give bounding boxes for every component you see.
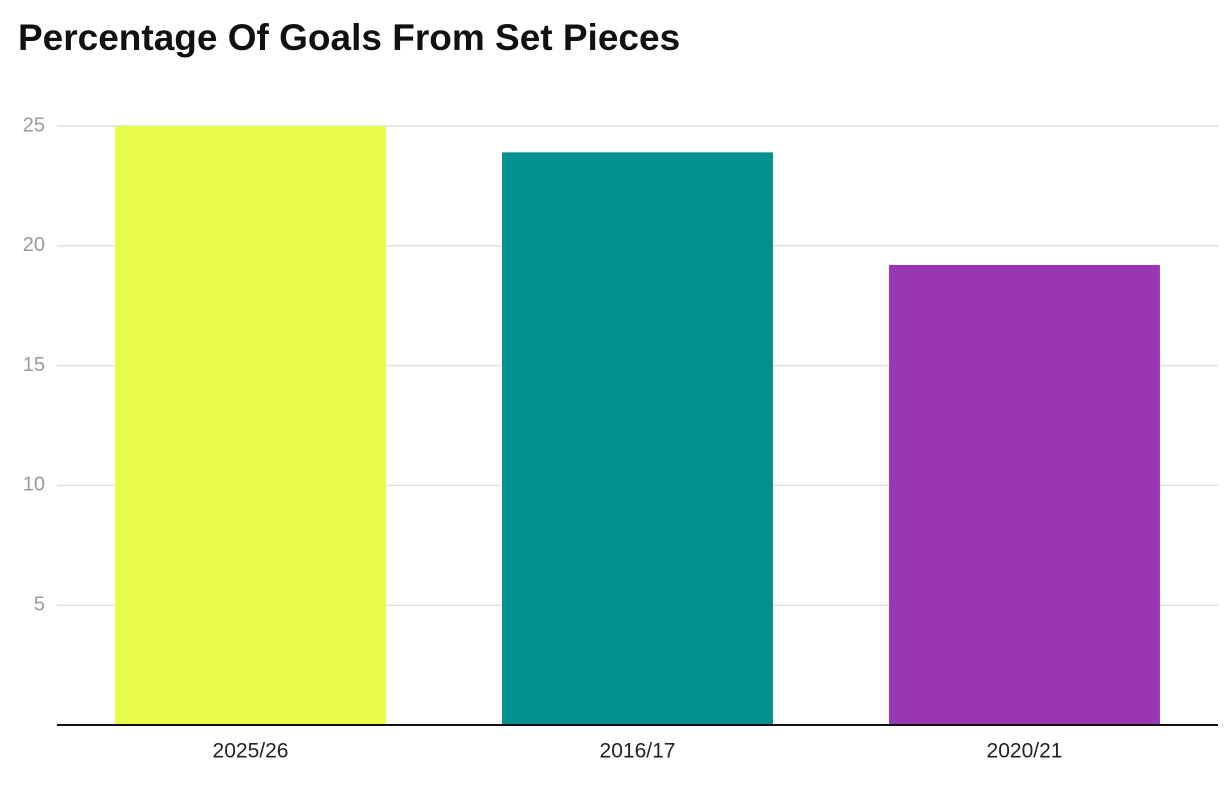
bar (115, 126, 386, 725)
bar (889, 264, 1160, 725)
y-tick-label: 25 (23, 114, 45, 136)
y-tick-label: 20 (23, 234, 45, 256)
chart-title: Percentage Of Goals From Set Pieces (18, 17, 680, 58)
x-tick-label: 2020/21 (987, 740, 1063, 763)
y-tick-label: 15 (23, 354, 45, 376)
bar (502, 152, 773, 725)
x-tick-label: 2025/26 (213, 740, 289, 763)
y-tick-label: 5 (34, 593, 45, 615)
y-tick-label: 10 (23, 474, 45, 496)
x-tick-label: 2016/17 (600, 740, 676, 763)
